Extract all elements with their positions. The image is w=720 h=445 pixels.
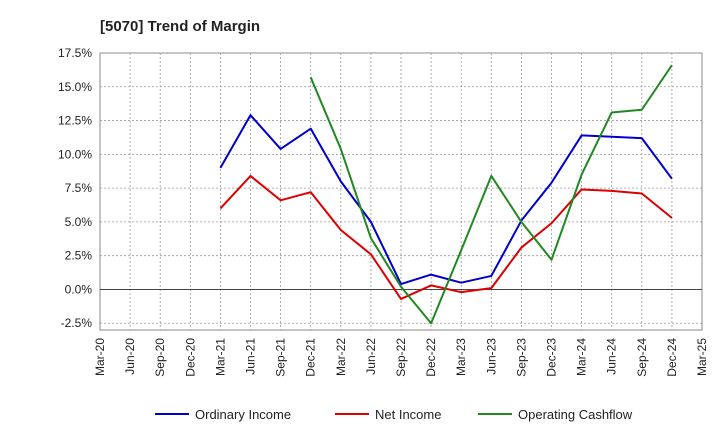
chart-title: [5070] Trend of Margin	[100, 18, 260, 35]
y-tick-label: 17.5%	[58, 46, 92, 60]
y-tick-label: 5.0%	[65, 215, 93, 229]
series-line-ordinary-income	[219, 114, 673, 286]
x-tick-label: Mar-24	[575, 338, 589, 376]
x-tick-label: Jun-24	[605, 338, 619, 375]
x-tick-label: Sep-20	[153, 338, 167, 377]
x-tick-label: Sep-22	[394, 338, 408, 377]
x-tick-label: Mar-22	[334, 338, 348, 376]
y-tick-label: 15.0%	[58, 80, 92, 94]
x-tick-label: Sep-23	[514, 338, 528, 377]
series-lines	[219, 64, 673, 325]
y-axis-ticks: -2.5% 0.0% 2.5% 5.0% 7.5% 10.0% 12.5% 15.0% 17.5…	[58, 46, 92, 330]
y-tick-label: -2.5%	[61, 316, 93, 330]
x-tick-label: Mar-21	[213, 338, 227, 376]
x-tick-label: Dec-24	[665, 338, 679, 377]
x-tick-label: Dec-22	[424, 338, 438, 377]
legend-label-operating-cashflow: Operating Cashflow	[518, 407, 633, 422]
x-tick-label: Dec-23	[545, 338, 559, 377]
y-tick-label: 10.0%	[58, 147, 92, 161]
x-tick-label: Jun-20	[123, 338, 137, 375]
x-tick-label: Sep-24	[635, 338, 649, 377]
x-tick-label: Jun-23	[484, 338, 498, 375]
x-tick-label: Dec-21	[304, 338, 318, 377]
y-tick-label: 2.5%	[65, 249, 93, 263]
y-tick-label: 0.0%	[65, 282, 93, 296]
y-tick-label: 7.5%	[65, 181, 93, 195]
x-axis-ticks: Mar-20 Jun-20 Sep-20 Dec-20 Mar-21 Jun-21 Sep-…	[93, 338, 709, 377]
x-tick-label: Mar-25	[695, 338, 709, 376]
legend: Ordinary Income Net Income Operating Cashf…	[155, 407, 633, 422]
x-tick-label: Mar-23	[454, 338, 468, 376]
x-tick-label: Sep-21	[274, 338, 288, 377]
grid-lines	[100, 52, 702, 330]
y-tick-label: 12.5%	[58, 114, 92, 128]
x-tick-label: Jun-22	[364, 338, 378, 375]
x-tick-label: Mar-20	[93, 338, 107, 376]
x-tick-label: Jun-21	[244, 338, 258, 375]
x-tick-label: Dec-20	[183, 338, 197, 377]
series-line-operating-cashflow	[309, 64, 673, 325]
legend-label-ordinary-income: Ordinary Income	[195, 407, 291, 422]
legend-label-net-income: Net Income	[375, 407, 441, 422]
